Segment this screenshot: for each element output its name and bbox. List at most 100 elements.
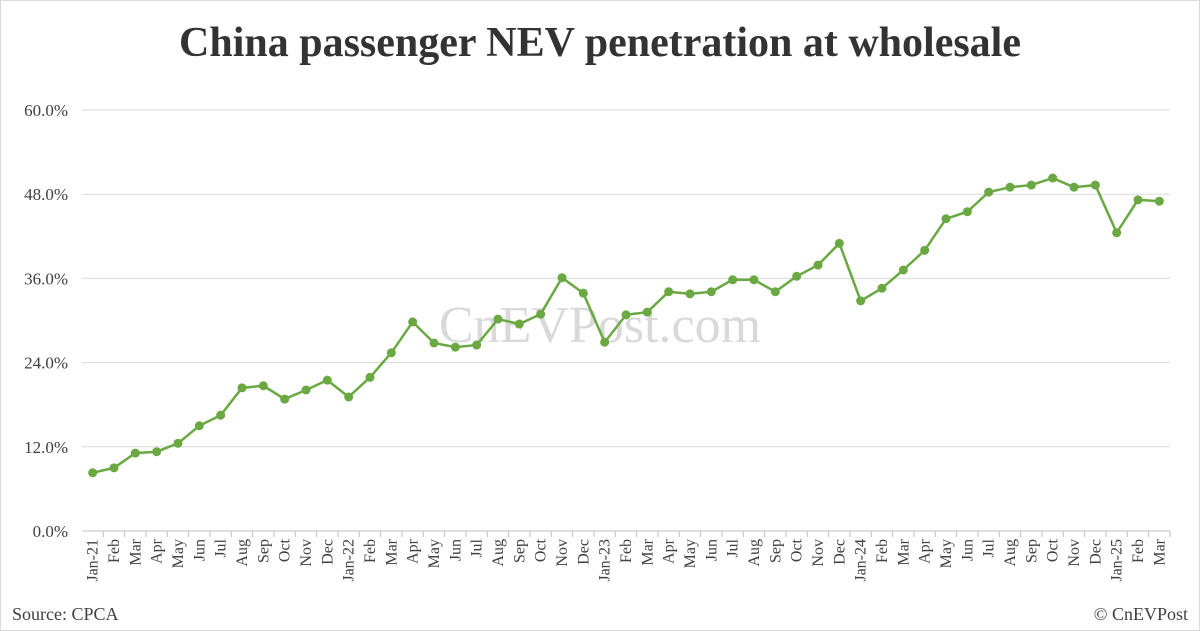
x-tick-label: Mar <box>639 538 656 565</box>
data-point <box>685 289 695 299</box>
x-tick-label: Jul <box>213 538 230 557</box>
x-tick-label: Mar <box>1151 538 1168 565</box>
data-point <box>322 375 332 385</box>
x-tick-label: Nov <box>554 539 571 567</box>
source: Source: CPCA <box>12 604 119 624</box>
x-tick-label: Mar <box>127 538 144 565</box>
x-tick-label: Jun <box>959 539 976 561</box>
data-point <box>88 468 98 478</box>
x-tick-label: Mar <box>895 538 912 565</box>
x-tick-label: May <box>170 539 187 568</box>
data-point <box>621 310 631 320</box>
x-tick-label: Jul <box>981 538 998 557</box>
x-tick-label: Jun <box>703 539 720 561</box>
x-tick-label: Jan-21 <box>85 539 102 582</box>
x-tick-label: Aug <box>1002 539 1019 567</box>
data-point <box>386 348 396 358</box>
data-point <box>642 307 652 317</box>
x-tick-label: Jan-25 <box>1109 539 1126 582</box>
x-tick-label: Dec <box>1087 539 1104 565</box>
x-tick-label: Dec <box>575 539 592 565</box>
data-point <box>216 410 226 420</box>
data-point <box>877 283 887 293</box>
data-point <box>600 337 610 347</box>
y-tick-label: 60.0% <box>24 101 68 120</box>
x-tick-label: Oct <box>277 538 294 562</box>
x-tick-label: Jan-22 <box>341 539 358 582</box>
x-tick-label: Nov <box>1066 539 1083 567</box>
data-point <box>664 287 674 297</box>
x-tick-label: Aug <box>234 539 251 567</box>
data-point <box>834 238 844 248</box>
x-tick-label: Feb <box>1130 539 1147 563</box>
y-tick-label: 24.0% <box>24 354 68 373</box>
data-point <box>962 207 972 217</box>
x-tick-label: Jun <box>447 539 464 561</box>
data-point <box>152 447 162 457</box>
chart-title: China passenger NEV penetration at whole… <box>179 20 1021 66</box>
data-point <box>749 275 759 285</box>
x-tick-label: Jun <box>191 539 208 561</box>
data-point <box>130 448 140 458</box>
data-point <box>856 296 866 306</box>
y-tick-label: 36.0% <box>24 269 68 288</box>
y-tick-label: 0.0% <box>33 522 68 541</box>
data-point <box>408 317 418 327</box>
data-point <box>1005 182 1015 192</box>
data-point <box>1090 180 1100 190</box>
data-point <box>1069 182 1079 192</box>
x-tick-label: Feb <box>874 539 891 563</box>
x-tick-label: Aug <box>490 539 507 567</box>
x-tick-label: Dec <box>319 539 336 565</box>
data-point <box>920 245 930 255</box>
data-point <box>194 421 204 431</box>
data-point <box>344 392 354 402</box>
x-tick-label: Feb <box>362 539 379 563</box>
data-point <box>770 287 780 297</box>
data-point <box>280 394 290 404</box>
x-tick-label: Apr <box>149 538 166 564</box>
data-point <box>237 383 247 393</box>
x-tick-label: Jul <box>725 538 742 557</box>
x-tick-label: Oct <box>789 538 806 562</box>
data-point <box>514 319 524 329</box>
watermark: CnEVPost.com <box>439 297 761 354</box>
data-point <box>792 271 802 281</box>
data-point <box>1026 180 1036 190</box>
x-tick-label: Jan-24 <box>853 539 870 582</box>
data-point <box>1133 195 1143 205</box>
y-tick-label: 12.0% <box>24 438 68 457</box>
data-point <box>493 314 503 324</box>
x-tick-label: Oct <box>1045 538 1062 562</box>
x-tick-label: Dec <box>831 539 848 565</box>
data-point <box>898 265 908 275</box>
copyright: © CnEVPost <box>1094 604 1188 624</box>
data-point <box>109 463 119 473</box>
data-point <box>557 273 567 283</box>
data-point <box>1048 173 1058 183</box>
x-tick-label: Apr <box>661 538 678 564</box>
data-point <box>450 342 460 352</box>
data-point <box>728 275 738 285</box>
data-point <box>813 260 823 270</box>
x-tick-label: Feb <box>618 539 635 563</box>
y-tick-label: 48.0% <box>24 185 68 204</box>
x-tick-label: Jan-23 <box>597 539 614 582</box>
x-tick-label: May <box>682 539 699 568</box>
x-tick-label: Nov <box>298 539 315 567</box>
data-point <box>1154 196 1164 206</box>
data-point <box>941 214 951 224</box>
x-tick-label: Aug <box>746 539 763 567</box>
data-point <box>301 385 311 395</box>
data-point <box>173 438 183 448</box>
x-tick-label: Sep <box>255 539 272 563</box>
x-tick-label: Apr <box>917 538 934 564</box>
data-point <box>365 372 375 382</box>
data-point <box>1112 228 1122 238</box>
x-tick-label: Sep <box>767 539 784 563</box>
x-tick-label: May <box>426 539 443 568</box>
x-tick-label: Apr <box>405 538 422 564</box>
x-tick-label: Sep <box>1023 539 1040 563</box>
